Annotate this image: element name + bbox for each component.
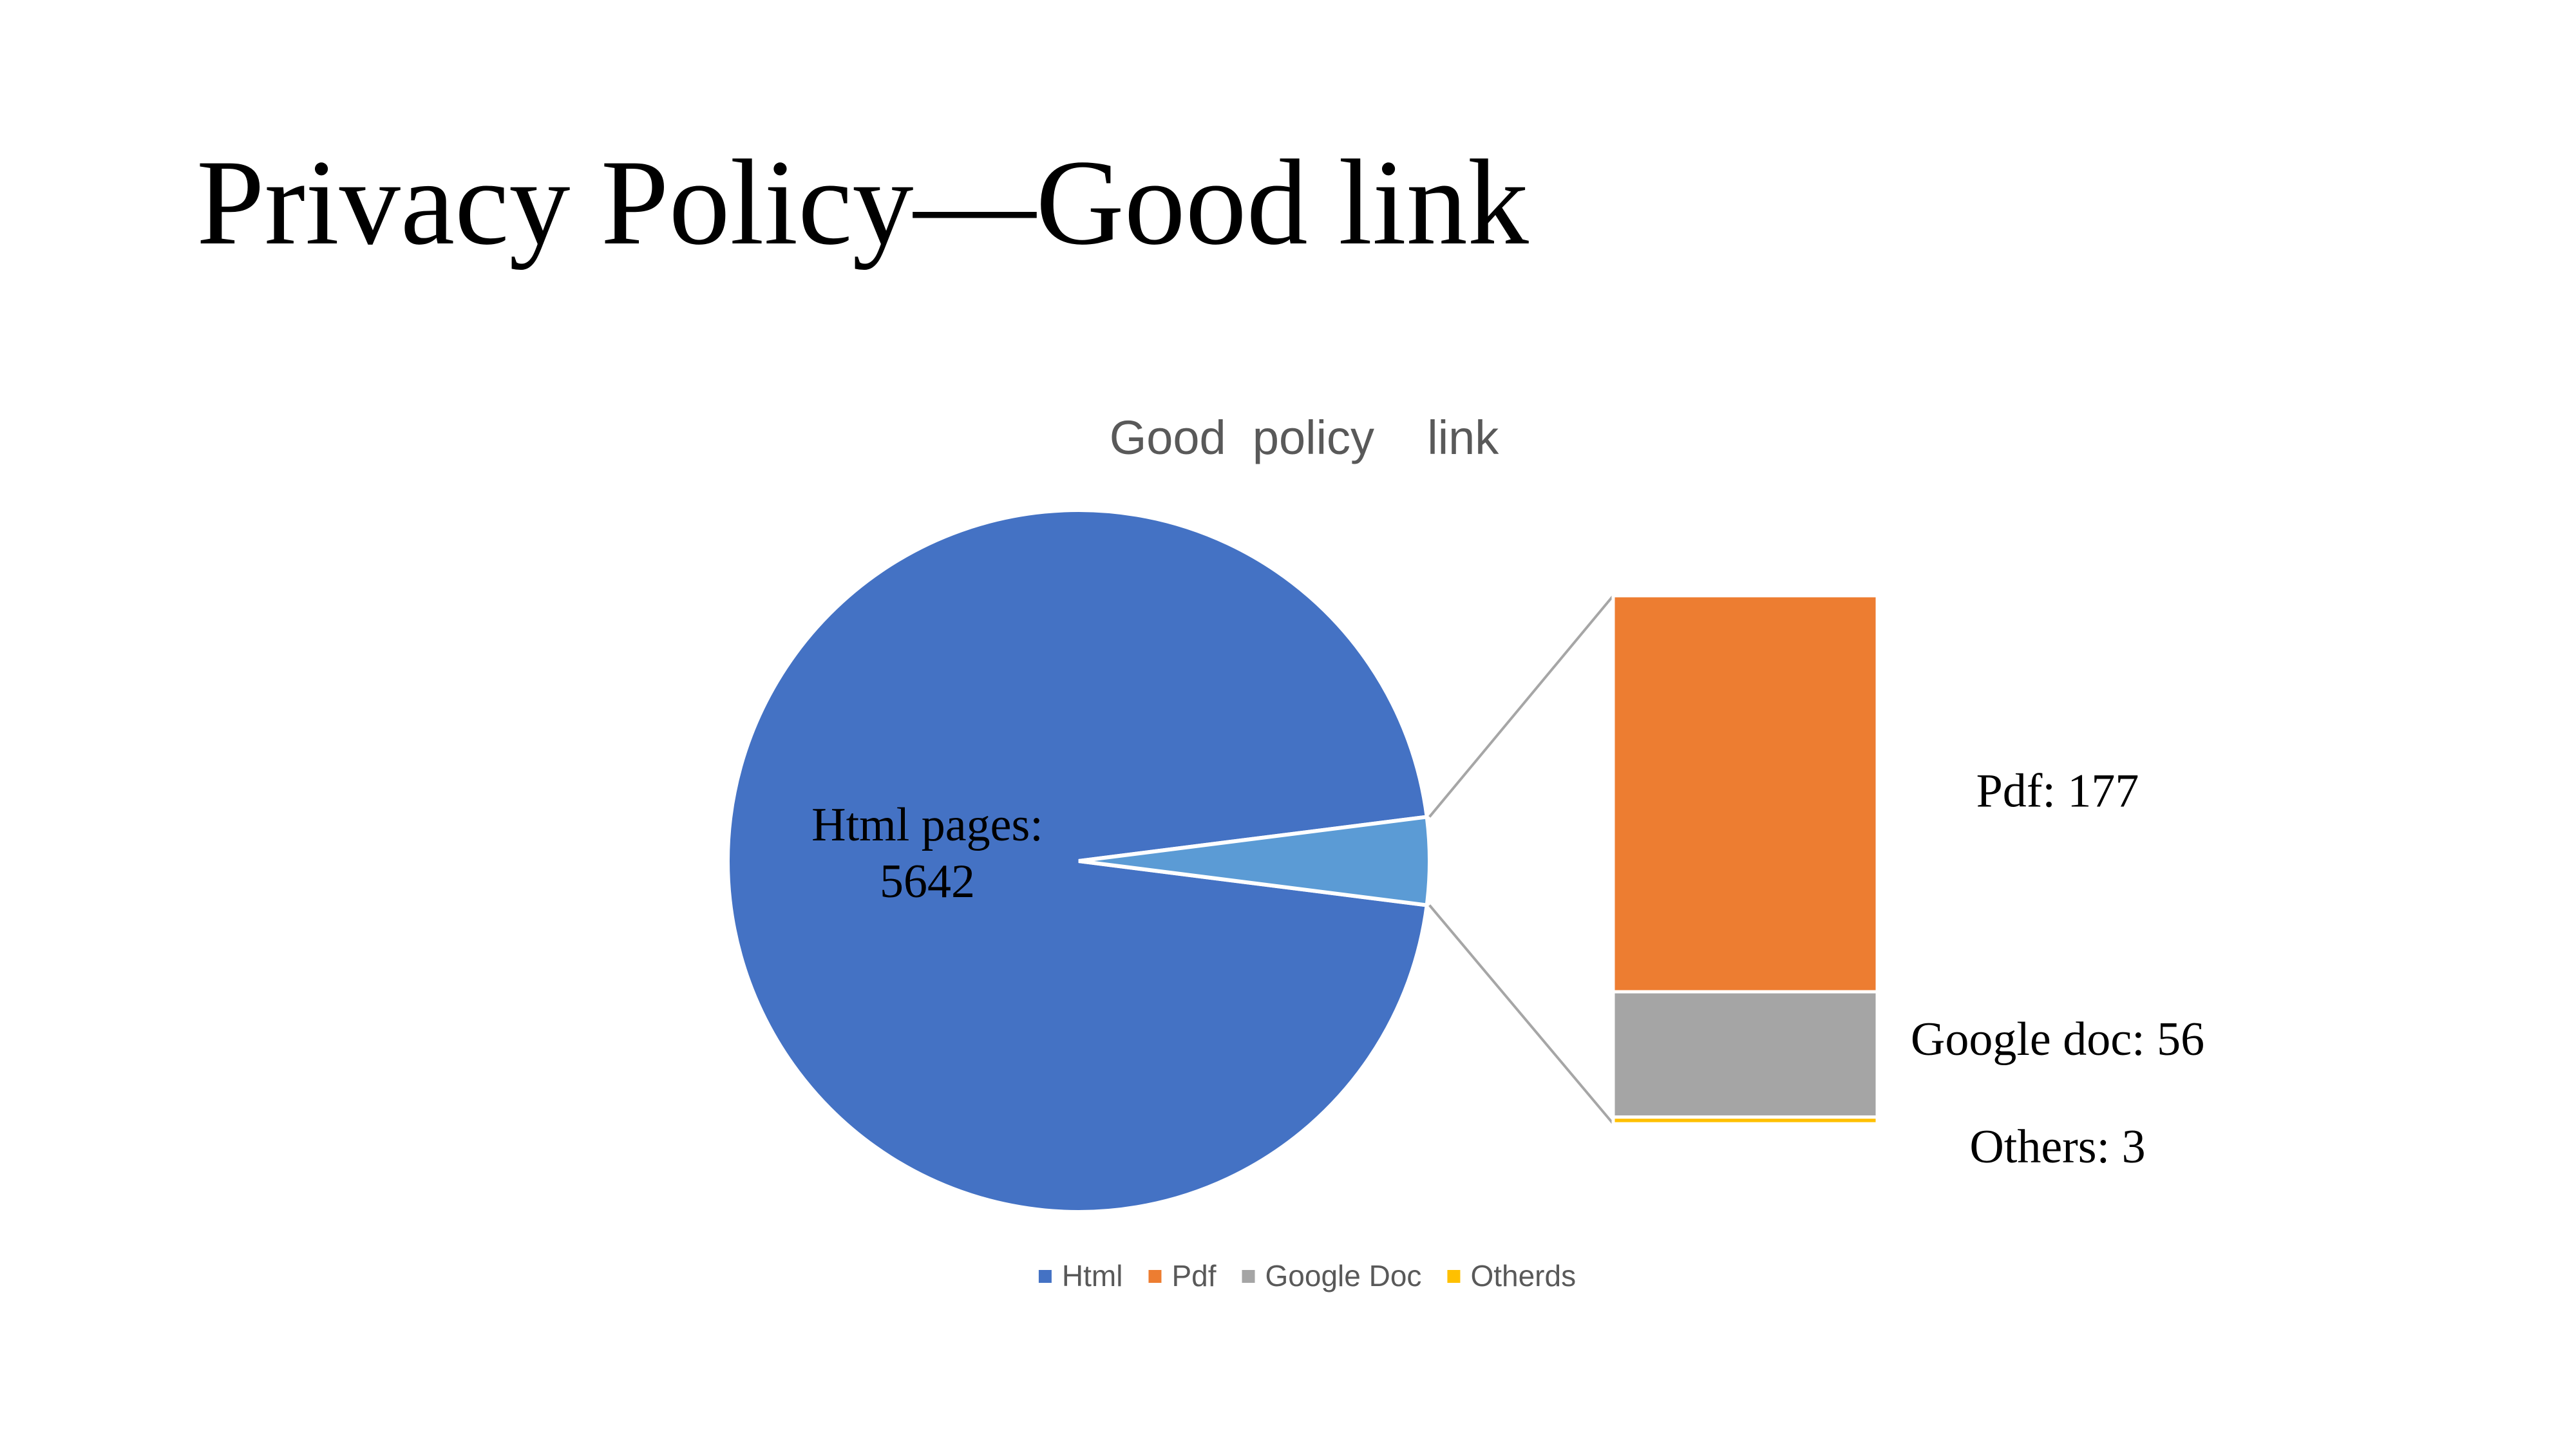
pie-group bbox=[726, 508, 1432, 1214]
bar-segment-otherds bbox=[1611, 1115, 1879, 1126]
connector-line-top bbox=[1428, 594, 1615, 818]
secondary-stacked-bar bbox=[1611, 594, 1879, 1126]
connector-lines bbox=[1428, 594, 1615, 1125]
connector-line-bottom bbox=[1428, 904, 1615, 1125]
bar-segment-pdf bbox=[1611, 594, 1879, 994]
pie-slice-html bbox=[726, 508, 1430, 1214]
data-label-others: Others: 3 bbox=[1969, 1121, 2145, 1173]
legend-swatch-otherds bbox=[1447, 1270, 1461, 1283]
data-label-pdf: Pdf: 177 bbox=[1976, 765, 2139, 818]
data-label-google-doc: Google doc: 56 bbox=[1911, 1013, 2204, 1066]
legend-label-html: Html bbox=[1062, 1259, 1123, 1293]
chart-title: Good policy link bbox=[1110, 411, 1500, 464]
legend-label-otherds: Otherds bbox=[1470, 1259, 1576, 1293]
pie-slice-other bbox=[1078, 815, 1432, 907]
legend-swatch-google-doc bbox=[1242, 1270, 1255, 1283]
data-labels: Html pages: 5642 Pdf: 177 Google doc: 56 Oth… bbox=[811, 765, 2204, 1174]
legend-swatch-pdf bbox=[1148, 1270, 1162, 1283]
chart-legend: Html Pdf Google Doc Otherds bbox=[1038, 1259, 1576, 1293]
slide-title: Privacy Policy—Good link bbox=[196, 135, 1529, 270]
legend-label-pdf: Pdf bbox=[1171, 1259, 1216, 1293]
legend-label-google-doc: Google Doc bbox=[1265, 1259, 1422, 1293]
bar-segment-google-doc bbox=[1611, 990, 1879, 1119]
legend-swatch-html bbox=[1038, 1270, 1052, 1283]
data-label-html: Html pages: 5642 bbox=[811, 799, 1043, 908]
